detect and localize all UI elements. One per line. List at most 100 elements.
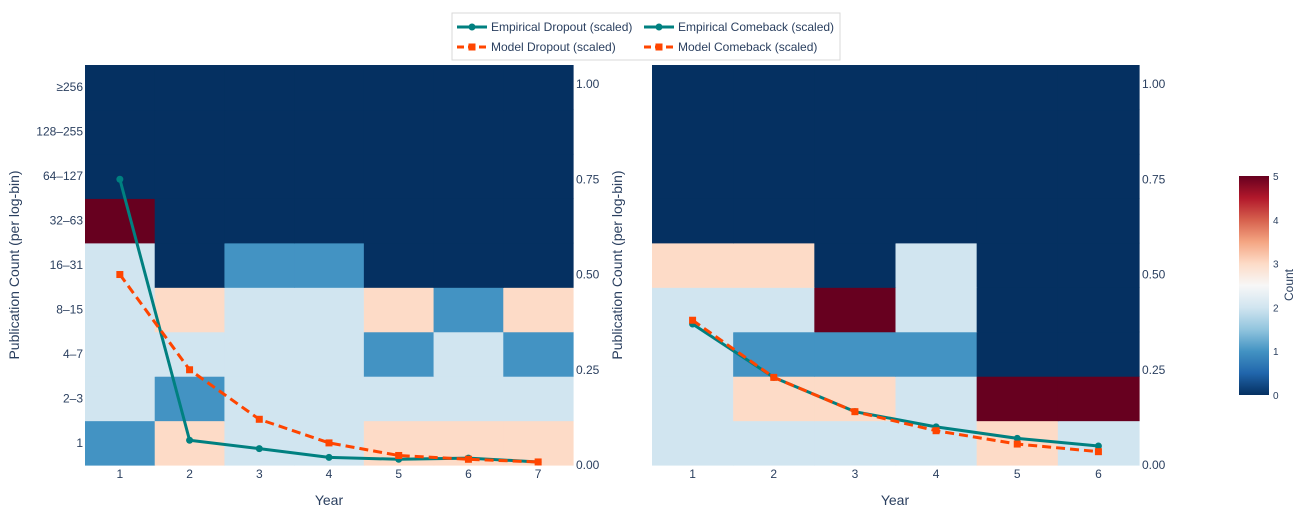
dropout-y-axis-title: Publication Count (per log-bin) (6, 170, 22, 359)
heatmap-cell (294, 287, 365, 333)
heatmap-cell (733, 109, 815, 155)
x-tick-label: 7 (535, 467, 542, 481)
legend[interactable]: Empirical Dropout (scaled) Empirical Com… (451, 12, 841, 61)
legend-label-model-comeback: Model Comeback (scaled) (678, 40, 817, 54)
heatmap-cell (433, 242, 504, 288)
model-comeback-marker (932, 427, 940, 435)
heatmap-cell (503, 376, 574, 422)
heatmap-cell (733, 287, 815, 333)
empirical-comeback-marker (1094, 442, 1102, 450)
heatmap-cell (895, 242, 978, 288)
heatmap-cell (814, 153, 897, 199)
heatmap-cell (503, 198, 574, 244)
colorbar-tick-label: 2 (1273, 303, 1279, 314)
heatmap-cell (814, 198, 897, 244)
heatmap-cell (652, 420, 734, 466)
heatmap-cell (294, 109, 365, 155)
heatmap-cell (895, 376, 978, 422)
colorbar-tick-label: 4 (1273, 216, 1279, 227)
y-tick-label: 16–31 (50, 258, 84, 272)
dropout-y2-axis: 0.00 0.25 0.50 0.75 1.00 (576, 77, 600, 472)
heatmap-cell (154, 287, 226, 333)
heatmap-cell (733, 331, 815, 377)
heatmap-cell (1057, 198, 1140, 244)
heatmap-cell (814, 331, 897, 377)
y-tick-label: 4–7 (63, 347, 83, 361)
heatmap-cell (895, 153, 978, 199)
heatmap-cell (976, 287, 1059, 333)
x-tick-label: 2 (186, 467, 193, 481)
heatmap-cell (294, 331, 365, 377)
y-tick-label: 32–63 (50, 214, 84, 228)
heatmap-cell (433, 65, 504, 111)
legend-entry-model-comeback[interactable]: Model Comeback (scaled) (644, 40, 817, 54)
legend-entry-empirical-comeback[interactable]: Empirical Comeback (scaled) (644, 20, 834, 34)
comeback-heatmap (652, 65, 1140, 466)
heatmap-cell (733, 153, 815, 199)
heatmap-cell (85, 109, 156, 155)
heatmap-cell (733, 198, 815, 244)
x-tick-label: 5 (1014, 467, 1021, 481)
heatmap-cell (895, 65, 978, 111)
colorbar-title: Count (1282, 268, 1296, 301)
dropout-panel: 1 2–3 4–7 8–15 16–31 32–63 64–127 128–255 ≥256 0… (6, 65, 600, 508)
comeback-y2-axis: 0.00 0.25 0.50 0.75 1.00 (1142, 77, 1166, 472)
heatmap-cell (652, 153, 734, 199)
y2-tick-label: 0.75 (1142, 172, 1166, 186)
model-comeback-marker (689, 316, 697, 324)
heatmap-cell (976, 153, 1059, 199)
comeback-x-axis-title: Year (881, 492, 910, 508)
dropout-heatmap (85, 65, 574, 466)
y-tick-label: 2–3 (63, 391, 83, 405)
legend-entry-model-dropout[interactable]: Model Dropout (scaled) (457, 40, 616, 54)
heatmap-cell (1057, 153, 1140, 199)
heatmap-cell (652, 242, 734, 288)
heatmap-cell (85, 242, 156, 288)
heatmap-cell (895, 331, 978, 377)
heatmap-cell (294, 376, 365, 422)
heatmap-cell (224, 153, 295, 199)
x-tick-label: 5 (395, 467, 402, 481)
legend-entry-empirical-dropout[interactable]: Empirical Dropout (scaled) (457, 20, 632, 34)
y-tick-label: 64–127 (43, 169, 83, 183)
heatmap-cell (895, 287, 978, 333)
heatmap-cell (363, 242, 435, 288)
heatmap-cell (976, 242, 1059, 288)
heatmap-cell (652, 109, 734, 155)
heatmap-cell (85, 331, 156, 377)
heatmap-cell (1057, 376, 1140, 422)
heatmap-cell (363, 331, 435, 377)
heatmap-cell (363, 287, 435, 333)
colorbar-tick-label: 1 (1273, 347, 1279, 358)
heatmap-cell (652, 331, 734, 377)
heatmap-cell (814, 420, 897, 466)
heatmap-cell (1057, 109, 1140, 155)
heatmap-cell (363, 65, 435, 111)
model-dropout-marker (325, 439, 333, 447)
empirical-comeback-line (691, 322, 1099, 448)
heatmap-cell (733, 376, 815, 422)
heatmap-cell (85, 376, 156, 422)
heatmap-cell (433, 287, 504, 333)
x-tick-label: 6 (1095, 467, 1102, 481)
heatmap-cell (976, 376, 1059, 422)
model-dropout-marker (395, 451, 403, 459)
model-comeback-marker (1013, 440, 1021, 448)
colorbar-ticks: 0 1 2 3 4 5 (1273, 172, 1279, 402)
x-tick-label: 4 (933, 467, 940, 481)
model-dropout-marker (186, 366, 194, 374)
x-tick-label: 2 (770, 467, 777, 481)
heatmap-cell (976, 109, 1059, 155)
heatmap-cell (503, 153, 574, 199)
legend-label-empirical-dropout: Empirical Dropout (scaled) (491, 20, 632, 34)
heatmap-cell (503, 331, 574, 377)
x-tick-label: 4 (326, 467, 333, 481)
heatmap-cell (652, 198, 734, 244)
empirical-dropout-marker (186, 436, 194, 444)
heatmap-cell (503, 420, 574, 466)
comeback-lines (689, 316, 1102, 456)
heatmap-cell (652, 65, 734, 111)
y2-tick-label: 0.75 (576, 172, 600, 186)
y2-tick-label: 0.25 (1142, 363, 1166, 377)
